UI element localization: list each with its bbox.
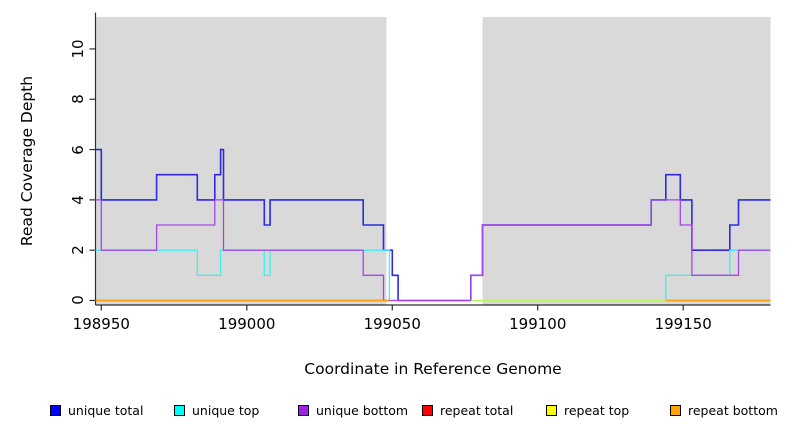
x-tick-label: 199100 <box>509 315 567 333</box>
x-tick-label: 199050 <box>363 315 421 333</box>
legend: unique total unique top unique bottom repea… <box>50 400 790 420</box>
legend-item: repeat bottom <box>670 403 792 418</box>
legend-item-label: unique top <box>192 402 260 418</box>
legend-swatch <box>50 404 61 416</box>
legend-item: unique total <box>50 403 174 418</box>
legend-item: unique bottom <box>298 403 422 418</box>
legend-swatch <box>174 404 185 416</box>
shaded-region <box>482 17 771 305</box>
y-tick-label: 0 <box>69 295 87 306</box>
legend-swatch <box>670 404 681 416</box>
legend-item-label: repeat top <box>564 402 630 418</box>
x-tick-label: 199000 <box>218 315 276 333</box>
legend-item-label: repeat bottom <box>688 402 778 418</box>
y-tick-label: 6 <box>69 144 87 155</box>
legend-item: unique top <box>174 403 298 418</box>
x-tick-label: 199150 <box>654 315 712 333</box>
y-axis-title: Read Coverage Depth <box>18 75 36 247</box>
legend-item-label: repeat total <box>440 402 514 418</box>
legend-swatch <box>298 404 309 416</box>
legend-item: repeat total <box>422 403 546 418</box>
x-axis-title: Coordinate in Reference Genome <box>304 360 562 378</box>
y-tick-label: 2 <box>69 245 87 255</box>
y-tick-label: 8 <box>69 94 87 105</box>
legend-swatch <box>546 404 557 416</box>
legend-item-label: unique bottom <box>316 402 409 418</box>
series-line-unique-bottom <box>95 199 771 302</box>
legend-swatch <box>422 404 433 416</box>
y-tick-label: 10 <box>69 39 87 59</box>
x-tick-label: 198950 <box>72 315 130 333</box>
legend-item-label: unique total <box>68 402 144 418</box>
y-tick-label: 4 <box>69 195 87 205</box>
legend-item: repeat top <box>546 403 670 418</box>
shaded-region <box>95 17 387 305</box>
